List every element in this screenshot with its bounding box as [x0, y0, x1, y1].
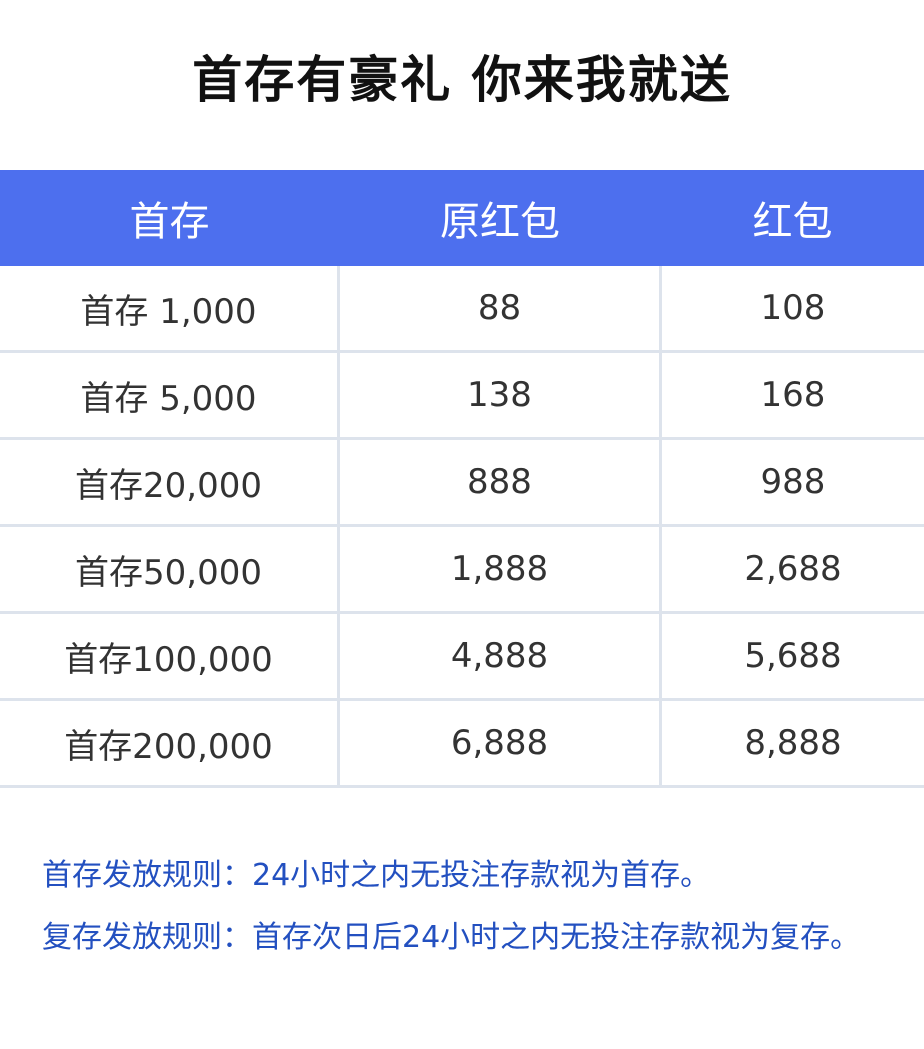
deposit-cell: 首存200,000 [0, 701, 340, 785]
rules-section: 首存发放规则：24小时之内无投注存款视为首存。 复存发放规则：首存次日后24小时… [42, 845, 902, 969]
original-bonus-cell: 1,888 [340, 527, 662, 611]
bonus-cell: 168 [760, 375, 826, 415]
table-row: 首存 5,000 138 168 [0, 353, 924, 440]
table-body: 首存 1,000 88 108 首存 5,000 138 168 首存20,000 888… [0, 266, 924, 788]
header-bonus: 红包 [752, 199, 833, 245]
header-original-bonus: 原红包 [440, 199, 560, 245]
bonus-cell: 988 [760, 462, 826, 502]
deposit-cell: 首存 1,000 [0, 266, 340, 350]
deposit-cell: 首存20,000 [0, 440, 340, 524]
bonus-cell: 8,888 [744, 723, 842, 763]
table-row: 首存200,000 6,888 8,888 [0, 701, 924, 788]
header-first-deposit: 首存 [129, 199, 210, 245]
bonus-cell: 108 [760, 288, 826, 328]
bonus-cell: 2,688 [744, 549, 842, 589]
first-deposit-rule: 首存发放规则：24小时之内无投注存款视为首存。 [42, 858, 711, 893]
original-bonus-cell: 888 [340, 440, 662, 524]
page-title: 首存有豪礼 你来我就送 [192, 51, 732, 109]
deposit-cell: 首存50,000 [0, 527, 340, 611]
original-bonus-cell: 138 [340, 353, 662, 437]
bonus-cell: 5,688 [744, 636, 842, 676]
original-bonus-cell: 88 [340, 266, 662, 350]
original-bonus-cell: 6,888 [340, 701, 662, 785]
table-row: 首存20,000 888 988 [0, 440, 924, 527]
table-row: 首存100,000 4,888 5,688 [0, 614, 924, 701]
deposit-cell: 首存100,000 [0, 614, 340, 698]
original-bonus-cell: 4,888 [340, 614, 662, 698]
repeat-deposit-rule: 复存发放规则：首存次日后24小时之内无投注存款视为复存。 [42, 920, 861, 955]
table-row: 首存 1,000 88 108 [0, 266, 924, 353]
deposit-cell: 首存 5,000 [0, 353, 340, 437]
table-header: 首存 原红包 红包 [0, 170, 924, 266]
table-row: 首存50,000 1,888 2,688 [0, 527, 924, 614]
